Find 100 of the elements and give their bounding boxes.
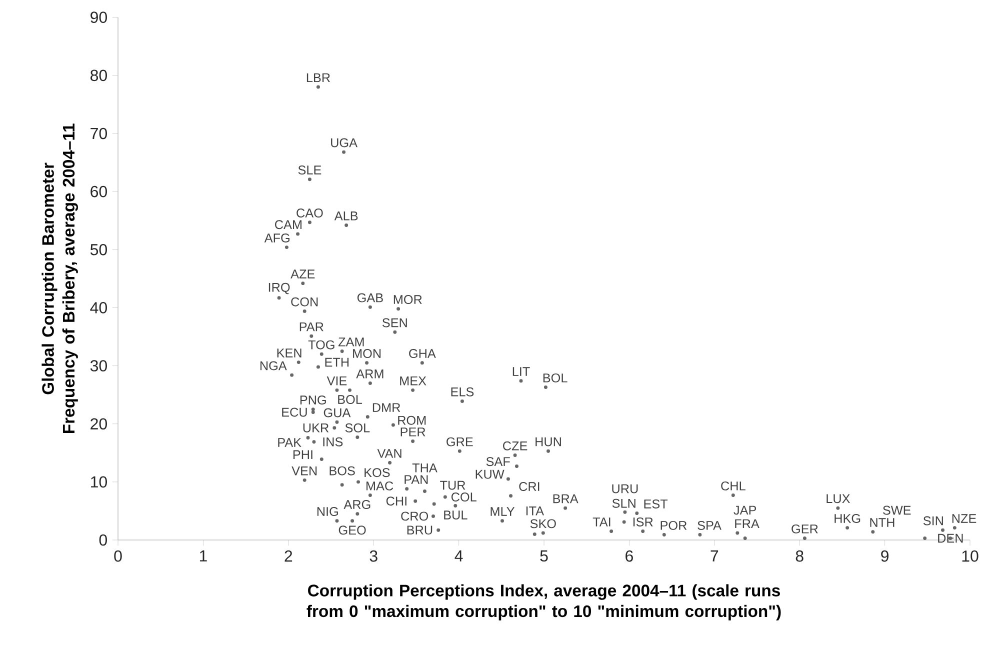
annotation: MLY bbox=[490, 507, 515, 516]
annotation: URU bbox=[612, 484, 638, 494]
x-axis-title: Corruption Perceptions Index, average 2004–11 (scale runs from 0 "maximum corruption" to 10 "minimum corruption") bbox=[306, 584, 781, 620]
annotation: AFG bbox=[264, 233, 290, 242]
annotation: ECU bbox=[282, 408, 307, 417]
annotation: SLN bbox=[612, 498, 636, 508]
annotation: HUN bbox=[536, 437, 561, 446]
annotation: VEN bbox=[292, 466, 317, 476]
x-tick-label: 9 bbox=[881, 550, 888, 562]
annotation: SKO bbox=[530, 519, 556, 528]
annotation: TOG bbox=[308, 340, 334, 350]
annotation: AZE bbox=[290, 270, 315, 278]
annotation: PER bbox=[400, 428, 426, 436]
annotation: SIN bbox=[923, 516, 943, 526]
annotation: UKR bbox=[303, 423, 329, 432]
annotation: MOR bbox=[394, 295, 422, 304]
annotation: ROM bbox=[398, 416, 426, 425]
annotation: ITA bbox=[526, 506, 544, 516]
annotation: SPA bbox=[698, 520, 722, 530]
annotation: GEO bbox=[338, 526, 366, 535]
x-tick-label: 0 bbox=[114, 550, 122, 562]
y-tick-label: 10 bbox=[91, 476, 107, 488]
annotation: IRQ bbox=[268, 282, 290, 294]
annotation: SWE bbox=[883, 506, 911, 515]
annotation: TAI bbox=[592, 518, 610, 526]
annotation: CZE bbox=[503, 441, 528, 450]
annotation: COL bbox=[451, 492, 476, 502]
annotation: BOL bbox=[338, 395, 362, 404]
annotation: KUW bbox=[476, 470, 504, 479]
annotation: CHI bbox=[386, 496, 406, 506]
annotation: EST bbox=[644, 499, 668, 508]
x-tick-label: 7 bbox=[710, 550, 718, 562]
y-tick-label: 80 bbox=[90, 70, 107, 82]
annotation: NGA bbox=[260, 361, 287, 370]
annotation: PHI bbox=[293, 450, 312, 459]
annotation: PAN bbox=[404, 475, 428, 484]
annotation: SEN bbox=[382, 318, 407, 328]
annotation: ARM bbox=[356, 370, 384, 378]
annotation: GHA bbox=[409, 349, 436, 358]
x-tick-label: 5 bbox=[540, 550, 548, 562]
annotation: UGA bbox=[331, 138, 358, 148]
annotation: INS bbox=[323, 437, 343, 446]
annotation: JAP bbox=[734, 506, 756, 515]
annotation: ISR bbox=[633, 517, 653, 526]
x-tick-label: 6 bbox=[626, 550, 633, 562]
y-tick-label: 40 bbox=[90, 302, 107, 314]
x-tick-label: 3 bbox=[370, 550, 378, 562]
annotation: NZE bbox=[952, 514, 976, 523]
annotation: BRU bbox=[407, 526, 432, 535]
annotation: HKG bbox=[834, 514, 860, 523]
annotation: DEN bbox=[938, 534, 963, 543]
annotation: GRE bbox=[446, 437, 473, 446]
annotation: ELS bbox=[451, 387, 474, 396]
annotation: LBR bbox=[306, 73, 330, 82]
annotation: VIE bbox=[326, 376, 347, 386]
annotation: POR bbox=[660, 520, 687, 530]
y-tick-label: 30 bbox=[90, 360, 107, 372]
annotation: GUA bbox=[324, 408, 351, 418]
annotation: MON bbox=[353, 349, 381, 358]
annotation: NIG bbox=[317, 507, 338, 516]
annotation: ARG bbox=[344, 500, 370, 510]
annotation: CAM bbox=[275, 220, 302, 230]
y-tick-label: 60 bbox=[90, 186, 107, 198]
annotation: SAF bbox=[486, 457, 510, 466]
annotation: BOS bbox=[330, 466, 355, 476]
y-tick-label: 70 bbox=[90, 128, 107, 140]
annotation: LUX bbox=[826, 494, 850, 504]
x-tick-label: 1 bbox=[200, 550, 207, 562]
annotation: SOL bbox=[345, 423, 370, 432]
x-tick-label: 10 bbox=[962, 550, 978, 562]
x-tick-label: 8 bbox=[796, 550, 804, 562]
annotation: PAR bbox=[300, 322, 324, 332]
annotation: MAC bbox=[366, 481, 394, 490]
y-tick-label: 20 bbox=[90, 418, 107, 430]
annotation: BUL bbox=[444, 510, 468, 520]
annotation: MEX bbox=[400, 376, 426, 386]
annotation: CRO bbox=[401, 512, 428, 521]
y-tick-label: 0 bbox=[99, 534, 107, 546]
y-axis-title: Global Corruption Barometer Frequency of Bribery, average 2004–11 bbox=[42, 124, 78, 434]
annotation: DMR bbox=[372, 403, 400, 412]
x-tick-label: 2 bbox=[284, 550, 292, 562]
annotation: NTH bbox=[870, 518, 894, 527]
annotation: THA bbox=[412, 464, 438, 472]
annotation: BRA bbox=[553, 494, 578, 504]
y-tick-label: 50 bbox=[90, 244, 107, 256]
annotation: CON bbox=[291, 297, 318, 306]
annotation: PAK bbox=[278, 438, 302, 447]
annotation: CAO bbox=[296, 208, 323, 218]
annotation: TUR bbox=[440, 480, 466, 490]
annotation: KEN bbox=[277, 348, 302, 358]
annotation: ETH bbox=[325, 358, 349, 367]
annotation: ZAM bbox=[338, 338, 364, 346]
annotation: CRI bbox=[519, 482, 540, 492]
annotation: FRA bbox=[735, 519, 760, 528]
annotation: SLE bbox=[298, 166, 322, 175]
annotation: KOS bbox=[364, 468, 390, 478]
annotation: VAN bbox=[377, 449, 402, 458]
y-tick-label: 90 bbox=[90, 12, 107, 23]
annotation: BOL bbox=[543, 373, 568, 382]
annotation: LIT bbox=[512, 367, 530, 376]
